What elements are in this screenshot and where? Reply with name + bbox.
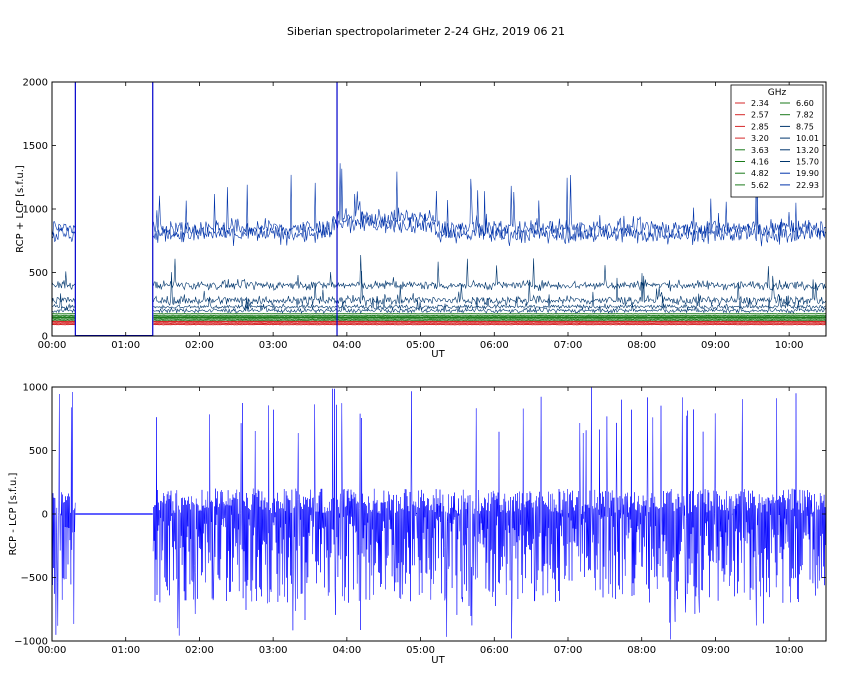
bottom-y-ticks: 1000 500 0 −500 −1000 bbox=[14, 383, 826, 648]
y-tick-label: −500 bbox=[21, 573, 48, 584]
x-tick-label: 07:00 bbox=[554, 645, 583, 656]
legend-entry-2-85: 2.85 bbox=[751, 122, 769, 131]
x-tick-label: 07:00 bbox=[554, 340, 583, 351]
y-tick-label: −1000 bbox=[14, 637, 48, 648]
x-tick-label: 00:00 bbox=[38, 645, 67, 656]
x-tick-label: 10:00 bbox=[775, 340, 804, 351]
x-tick-label: 00:00 bbox=[38, 340, 67, 351]
x-tick-label: 10:00 bbox=[775, 645, 804, 656]
series-line-3-20 bbox=[52, 320, 826, 323]
bottom-panel: 1000 500 0 −500 −1000 00:00 01:00 02:00 03:00 04… bbox=[8, 383, 827, 666]
top-y-ticks: 0 500 1000 1500 2000 bbox=[23, 78, 826, 343]
legend-entry-4-16: 4.16 bbox=[751, 158, 769, 167]
legend-entry-2-57: 2.57 bbox=[751, 111, 769, 120]
top-axes-frame bbox=[51, 81, 827, 337]
y-tick-label: 1000 bbox=[23, 205, 48, 216]
legend-entry-3-20: 3.20 bbox=[751, 134, 769, 143]
legend-entry-19-90: 19.90 bbox=[796, 169, 819, 178]
legend-entry-8-75: 8.75 bbox=[796, 122, 814, 131]
series-line-4-16 bbox=[52, 318, 826, 320]
legend-entry-3-63: 3.63 bbox=[751, 146, 769, 155]
x-tick-label: 02:00 bbox=[185, 340, 214, 351]
x-tick-label: 06:00 bbox=[480, 645, 509, 656]
x-tick-label: 02:00 bbox=[185, 645, 214, 656]
legend-entry-4-82: 4.82 bbox=[751, 169, 769, 178]
x-tick-label: 03:00 bbox=[259, 645, 288, 656]
bottom-plot-area bbox=[52, 387, 826, 640]
series-line-6-60 bbox=[52, 314, 826, 317]
y-tick-label: 1000 bbox=[23, 383, 48, 394]
top-plot-area bbox=[52, 82, 826, 336]
series-line-7-82 bbox=[52, 312, 826, 315]
legend-entry-5-62: 5.62 bbox=[751, 181, 769, 190]
legend-entry-6-60: 6.60 bbox=[796, 99, 814, 108]
bottom-y-axis-label: RCP - LCP [s.f.u.] bbox=[8, 472, 19, 555]
series-line-2-85 bbox=[52, 321, 826, 323]
legend-entry-13-20: 13.20 bbox=[796, 146, 819, 155]
legend-entry-2-34: 2.34 bbox=[751, 99, 769, 108]
x-tick-label: 09:00 bbox=[701, 645, 730, 656]
x-tick-label: 09:00 bbox=[701, 340, 730, 351]
legend-entry-15-70: 15.70 bbox=[796, 158, 819, 167]
y-tick-label: 1500 bbox=[23, 141, 48, 152]
top-x-axis-label: UT bbox=[431, 349, 445, 360]
y-tick-label: 500 bbox=[29, 268, 48, 279]
top-x-ticks: 00:00 01:00 02:00 03:00 04:00 05:00 06:00 07:00… bbox=[38, 82, 804, 351]
x-tick-label: 04:00 bbox=[332, 340, 361, 351]
top-panel: 0 500 1000 1500 2000 00:00 01:00 02:00 03:00 04:… bbox=[15, 78, 827, 360]
y-tick-label: 2000 bbox=[23, 78, 48, 89]
series-line-10-01 bbox=[52, 291, 826, 311]
legend-entry-22-93: 22.93 bbox=[796, 181, 819, 190]
top-y-axis-label: RCP + LCP [s.f.u.] bbox=[15, 165, 26, 253]
x-tick-label: 03:00 bbox=[259, 340, 288, 351]
figure-title: Siberian spectropolarimeter 2-24 GHz, 20… bbox=[287, 25, 565, 38]
series-line-8-75 bbox=[52, 295, 826, 314]
series-line-5-62 bbox=[52, 316, 826, 318]
series-line-19-90 bbox=[52, 171, 826, 247]
y-tick-label: 0 bbox=[42, 332, 48, 343]
x-tick-label: 01:00 bbox=[111, 645, 140, 656]
x-tick-label: 01:00 bbox=[111, 340, 140, 351]
legend-box bbox=[730, 84, 824, 198]
series-line-15-70 bbox=[52, 254, 826, 292]
series-line-22-93 bbox=[52, 163, 826, 239]
x-tick-label: 05:00 bbox=[406, 340, 435, 351]
x-tick-label: 08:00 bbox=[627, 645, 656, 656]
y-tick-label: 0 bbox=[42, 510, 48, 521]
series-line-3-63 bbox=[52, 319, 826, 321]
bottom-x-ticks: 00:00 01:00 02:00 03:00 04:00 05:00 06:00 07:00… bbox=[38, 387, 804, 656]
x-tick-label: 08:00 bbox=[627, 340, 656, 351]
x-tick-label: 06:00 bbox=[480, 340, 509, 351]
legend-entry-10-01: 10.01 bbox=[796, 134, 819, 143]
series-line-2-34 bbox=[52, 323, 826, 326]
x-tick-label: 04:00 bbox=[332, 645, 361, 656]
y-tick-label: 500 bbox=[29, 446, 48, 457]
series-line-2-57 bbox=[52, 322, 826, 325]
legend: GHz 2.34 2.57 2.85 3.20 3.63 4.16 4.82 5.62 6.60… bbox=[730, 84, 824, 198]
legend-entry-7-82: 7.82 bbox=[796, 111, 814, 120]
legend-title: GHz bbox=[768, 88, 787, 98]
series-line-13-20 bbox=[52, 270, 826, 307]
rcp-minus-lcp-line bbox=[52, 387, 826, 640]
bottom-x-axis-label: UT bbox=[431, 655, 445, 666]
x-tick-label: 05:00 bbox=[406, 645, 435, 656]
